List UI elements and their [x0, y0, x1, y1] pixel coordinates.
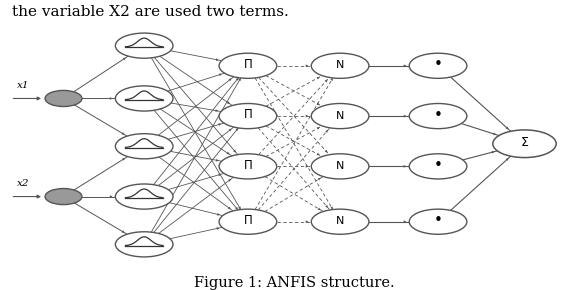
Circle shape — [493, 130, 556, 157]
Circle shape — [311, 154, 369, 179]
Circle shape — [45, 188, 82, 205]
Text: Σ: Σ — [520, 137, 529, 149]
Circle shape — [115, 86, 173, 111]
Text: •: • — [433, 213, 443, 228]
Circle shape — [311, 209, 369, 234]
Text: N: N — [336, 110, 345, 121]
Text: N: N — [336, 60, 345, 70]
Circle shape — [311, 104, 369, 129]
Circle shape — [115, 232, 173, 257]
Circle shape — [115, 184, 173, 209]
Circle shape — [219, 154, 277, 179]
Text: N: N — [336, 216, 345, 226]
Circle shape — [115, 33, 173, 58]
Circle shape — [409, 209, 467, 234]
Text: •: • — [433, 108, 443, 123]
Circle shape — [219, 53, 277, 78]
Text: Π: Π — [243, 108, 252, 121]
Text: x2: x2 — [18, 180, 30, 188]
Circle shape — [219, 104, 277, 129]
Circle shape — [219, 209, 277, 234]
Text: x1: x1 — [18, 81, 30, 90]
Circle shape — [45, 90, 82, 106]
Circle shape — [409, 104, 467, 129]
Text: •: • — [433, 57, 443, 72]
Circle shape — [409, 154, 467, 179]
Text: N: N — [336, 161, 345, 171]
Text: Π: Π — [243, 214, 252, 227]
Text: •: • — [433, 158, 443, 173]
Text: Π: Π — [243, 58, 252, 71]
Text: Figure 1: ANFIS structure.: Figure 1: ANFIS structure. — [193, 276, 395, 290]
Circle shape — [115, 134, 173, 159]
Circle shape — [409, 53, 467, 78]
Circle shape — [311, 53, 369, 78]
Text: Π: Π — [243, 159, 252, 172]
Text: the variable X2 are used two terms.: the variable X2 are used two terms. — [12, 6, 288, 19]
